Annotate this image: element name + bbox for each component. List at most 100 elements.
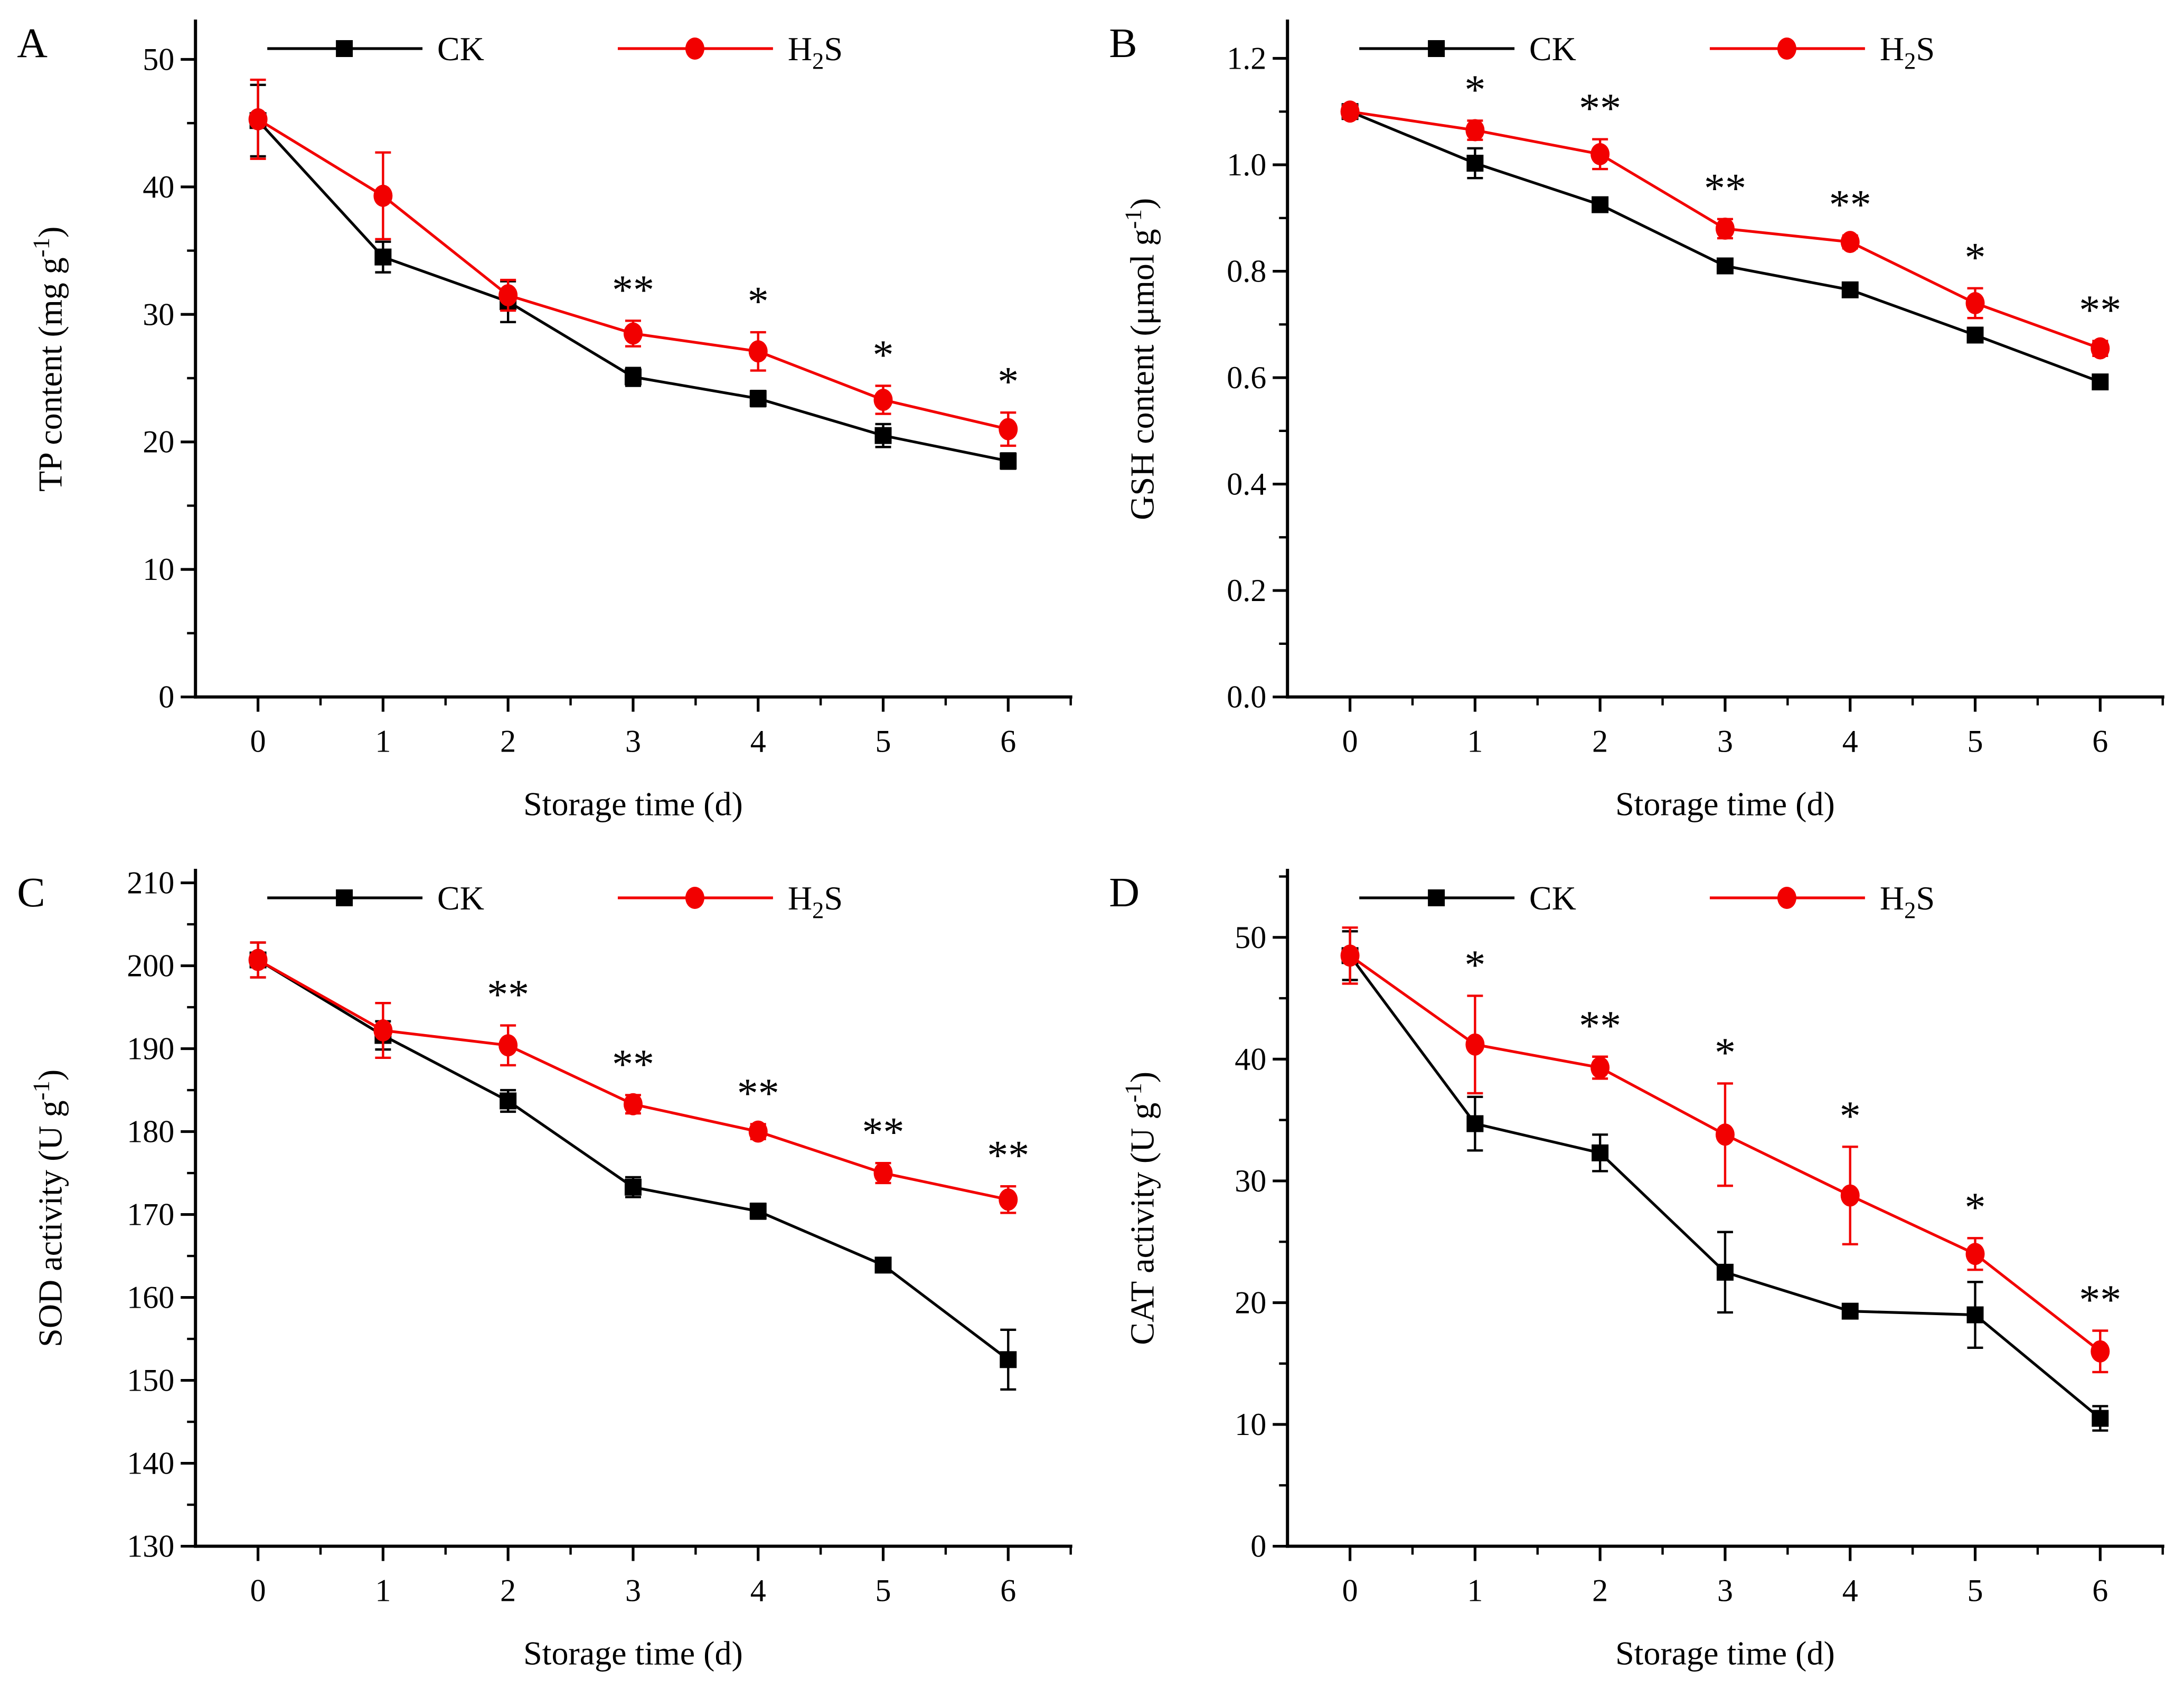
x-tick-label: 1 <box>1467 1573 1483 1608</box>
x-axis-title: Storage time (d) <box>523 785 743 823</box>
y-tick-label: 0.8 <box>1227 254 1266 289</box>
legend-ck-label: CK <box>1529 879 1576 916</box>
significance-label: ** <box>612 267 654 313</box>
significance-label: * <box>1464 67 1485 113</box>
ck-series <box>1341 103 2109 391</box>
y-tick-label: 1.2 <box>1227 41 1266 76</box>
panel-letter: A <box>17 20 48 67</box>
y-tick-label: 10 <box>143 552 174 587</box>
significance-labels: ********** <box>1464 67 2121 333</box>
x-tick-label: 6 <box>1000 1573 1016 1608</box>
y-axis-title: CAT activity (U g-1) <box>1119 1071 1161 1345</box>
h2s-circle-marker <box>248 949 268 971</box>
h2s-circle-marker <box>873 389 893 411</box>
h2s-circle-marker <box>1715 1123 1735 1146</box>
ck-square-marker <box>1466 155 1484 172</box>
ck-square-marker <box>1966 1306 1984 1324</box>
ck-square-marker <box>874 427 892 444</box>
panel-letter: B <box>1109 20 1137 67</box>
panel-c-cell: 0 1 2 3 4 5 6 130 140 150 160 170 180 190 200 210 ** ** **… <box>0 849 1092 1698</box>
y-tick-label: 170 <box>127 1197 174 1232</box>
significance-label: * <box>1464 942 1485 988</box>
legend-ck-label: CK <box>437 30 484 68</box>
ck-series <box>249 941 1017 1391</box>
ck-square-marker <box>1592 1144 1609 1161</box>
x-tick-label: 0 <box>1342 1573 1358 1608</box>
ck-square-marker <box>2092 373 2109 391</box>
ck-square-marker <box>1466 1115 1484 1132</box>
x-tick-label: 6 <box>2092 1573 2108 1608</box>
ck-square-marker <box>749 390 767 407</box>
x-tick-label: 2 <box>500 1573 516 1608</box>
y-tick-label: 20 <box>1235 1285 1266 1320</box>
h2s-circle-marker <box>999 1188 1018 1211</box>
ck-square-marker <box>1716 1263 1734 1281</box>
h2s-series <box>248 78 1018 447</box>
y-tick-label: 50 <box>1235 920 1266 954</box>
y-tick-label: 0 <box>158 680 174 715</box>
x-tick-label: 6 <box>1000 724 1016 759</box>
y-tick-label: 40 <box>1235 1042 1266 1076</box>
y-tick-label: 200 <box>127 948 174 983</box>
y-axis-title: TP content (mg g-1) <box>27 227 69 492</box>
legend-h2s-marker <box>1777 37 1796 60</box>
significance-labels: ** *** <box>612 267 1019 405</box>
y-ticks: 0 10 20 30 40 50 <box>1235 875 1288 1563</box>
x-tick-label: 2 <box>500 724 516 759</box>
significance-label: * <box>1715 1029 1736 1076</box>
h2s-circle-marker <box>1840 1184 1860 1207</box>
ck-square-marker <box>1841 1302 1859 1320</box>
x-axis-title: Storage time (d) <box>1615 785 1835 823</box>
x-ticks: 0 1 2 3 4 5 6 <box>250 1546 1072 1608</box>
y-tick-label: 30 <box>143 297 174 332</box>
significance-label: ** <box>487 971 529 1018</box>
h2s-circle-marker <box>1715 217 1735 240</box>
h2s-circle-marker <box>623 322 643 345</box>
x-tick-label: 3 <box>1717 1573 1733 1608</box>
significance-label: ** <box>737 1070 779 1117</box>
x-tick-label: 0 <box>250 724 266 759</box>
y-tick-label: 160 <box>127 1280 174 1315</box>
legend-ck-marker <box>336 40 353 57</box>
significance-label: ** <box>2079 287 2121 334</box>
ck-square-marker <box>2092 1410 2109 1427</box>
y-tick-label: 10 <box>1235 1407 1266 1442</box>
h2s-series <box>1340 926 2110 1373</box>
ck-line <box>257 958 1009 1361</box>
x-tick-label: 1 <box>375 1573 391 1608</box>
panel-letter: D <box>1109 869 1140 915</box>
h2s-circle-marker <box>1465 1033 1485 1056</box>
ck-square-marker <box>749 1202 767 1219</box>
h2s-circle-marker <box>1840 231 1860 254</box>
legend-h2s-marker <box>1777 886 1796 909</box>
legend-h2s-marker <box>685 886 704 909</box>
axes <box>194 868 1072 1548</box>
significance-label: ** <box>862 1109 905 1156</box>
y-axis-title: GSH content (μmol g-1) <box>1119 198 1161 520</box>
x-axis-title: Storage time (d) <box>523 1634 743 1672</box>
ck-square-marker <box>624 368 642 386</box>
h2s-series <box>1340 100 2110 360</box>
x-tick-label: 2 <box>1592 724 1608 759</box>
ck-line <box>1349 954 2101 1420</box>
x-tick-label: 1 <box>1467 724 1483 759</box>
y-ticks: 130 140 150 160 170 180 190 200 210 <box>127 865 196 1563</box>
ck-square-marker <box>1000 452 1017 470</box>
h2s-circle-marker <box>1340 944 1360 967</box>
x-tick-label: 3 <box>625 1573 641 1608</box>
y-tick-label: 150 <box>127 1363 174 1397</box>
panel-b-chart: 0 1 2 3 4 5 60.00.20.40.60.81.01.2* **** *****CK… <box>1109 19 2164 823</box>
legend-ck-label: CK <box>437 879 484 916</box>
h2s-circle-marker <box>373 1019 393 1042</box>
panel-b-cell: 0 1 2 3 4 5 6 0.0 0.2 0.4 0.6 0.8 1.0 1.2 * ** ** ** * ** CK… <box>1092 0 2184 849</box>
h2s-circle-marker <box>1965 1242 1985 1265</box>
legend-ck-marker <box>336 889 353 906</box>
h2s-circle-marker <box>999 418 1018 440</box>
x-tick-label: 4 <box>1842 724 1858 759</box>
x-ticks: 0 1 2 3 4 5 6 <box>1342 697 2164 759</box>
x-tick-label: 2 <box>1592 1573 1608 1608</box>
significance-label: ** <box>987 1132 1029 1179</box>
